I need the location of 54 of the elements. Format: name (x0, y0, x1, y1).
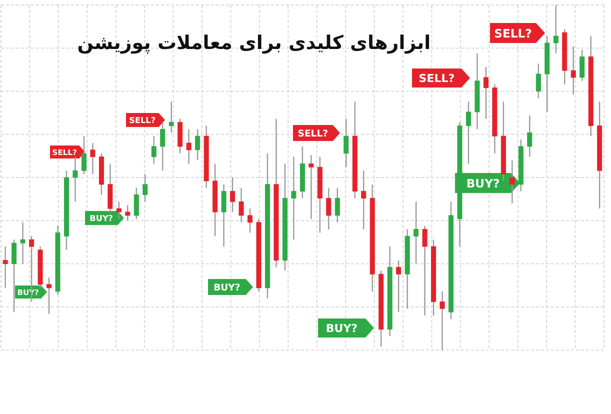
candlestick (90, 142, 96, 175)
candlestick (414, 201, 419, 264)
arrow-tag: SELL? (490, 23, 545, 43)
candlestick (46, 276, 52, 314)
annotation: BUY? (326, 322, 358, 336)
candlestick (291, 156, 296, 240)
candlestick (168, 101, 174, 134)
candlestick (230, 176, 236, 213)
candlestick (116, 201, 122, 220)
arrow-tag: BUY? (85, 211, 124, 225)
annotation: SELL? (418, 72, 455, 86)
candlestick (195, 128, 200, 161)
candlestick (142, 173, 148, 202)
annotation: BUY? (214, 282, 240, 294)
candlestick (125, 204, 130, 222)
annotation: BUY? (466, 176, 500, 190)
candlestick (160, 122, 166, 172)
candlestick (536, 63, 541, 99)
candlestick (553, 5, 558, 54)
candlestick (326, 187, 332, 230)
candlestick (186, 128, 192, 164)
annotation: BUY? (90, 213, 114, 224)
candlestick (527, 114, 532, 158)
arrow-tag: SELL? (412, 68, 470, 88)
candlestick (151, 136, 156, 164)
candlestick (334, 187, 340, 223)
candlestick (344, 118, 349, 168)
annotation: SELL? (298, 128, 328, 140)
candlestick (20, 222, 26, 264)
candlestick (361, 170, 366, 230)
candlestick (570, 46, 576, 96)
arrow-tag: BUY? (318, 318, 374, 338)
annotation: SELL? (129, 115, 156, 126)
candlestick (72, 156, 78, 202)
arrow-tag: BUY? (208, 279, 253, 295)
candlestick (440, 290, 445, 350)
candlestick (221, 184, 226, 248)
candlestick (81, 136, 86, 175)
candlestick (580, 49, 585, 82)
candlestick (483, 66, 488, 120)
candlestick (134, 187, 139, 220)
candlestick (248, 208, 253, 234)
candlestick (2, 246, 8, 288)
arrow-tag: SELL? (293, 125, 340, 141)
candlestick (308, 154, 314, 220)
candlestick (422, 225, 428, 316)
candlestick (12, 239, 17, 313)
text: ابزارهای کلیدی برای معاملات پوزیشن (76, 32, 432, 54)
candlestick (396, 260, 402, 313)
candlestick (238, 187, 244, 223)
annotation: SELL? (494, 26, 532, 40)
candlestick (466, 101, 471, 164)
candlestick (510, 160, 515, 204)
arrow-tag: SELL? (126, 113, 165, 127)
